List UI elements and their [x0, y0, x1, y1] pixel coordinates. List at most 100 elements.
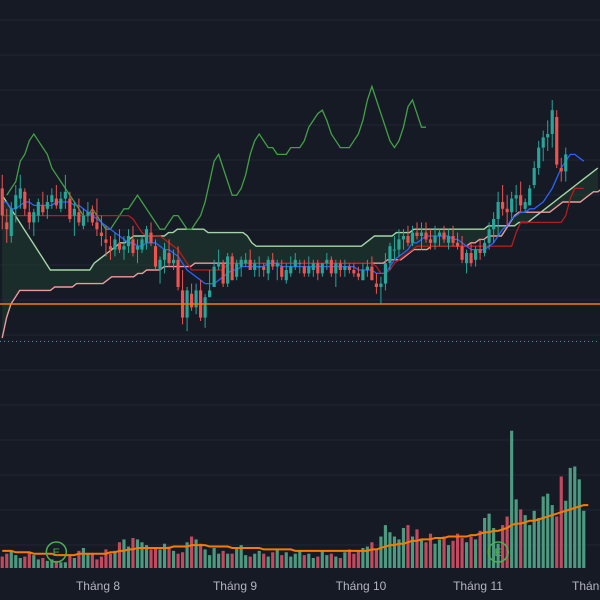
volume-bar: [311, 557, 315, 568]
volume-bar: [54, 560, 58, 568]
volume-bar: [446, 545, 451, 568]
volume-bar: [302, 555, 306, 568]
volume-bar: [492, 527, 496, 568]
candle-body: [455, 242, 460, 247]
volume-bar: [442, 536, 446, 568]
candle-body: [126, 236, 131, 247]
volume-bar: [347, 549, 351, 568]
volume-bar: [90, 553, 94, 568]
candle-body: [162, 249, 167, 260]
candle-body: [117, 242, 122, 250]
volume-bar: [244, 555, 248, 568]
candle-body: [401, 236, 406, 240]
candle-body: [95, 222, 99, 230]
volume-bar: [199, 543, 203, 568]
volume-bar: [577, 479, 581, 568]
volume-bar: [153, 547, 158, 568]
volume-bar: [474, 539, 478, 568]
volume-bar: [117, 542, 122, 568]
volume-bar: [514, 499, 518, 568]
volume-bar: [41, 557, 45, 568]
indicator-lines: [2, 84, 585, 285]
candle-body: [307, 266, 311, 274]
volume-bar: [374, 549, 378, 568]
candle-body: [311, 263, 315, 270]
candle-body: [329, 259, 333, 274]
volume-bar: [293, 553, 297, 568]
x-tick-label: Tháng: [572, 579, 600, 593]
candle-body: [289, 266, 293, 274]
candle-body: [131, 239, 135, 253]
volume-bar: [275, 549, 279, 568]
volume-bar: [460, 537, 464, 568]
candle-body: [352, 270, 356, 274]
volume-bar: [271, 552, 275, 568]
candle-body: [397, 239, 401, 250]
volume-bar: [162, 543, 167, 568]
candle-body: [316, 263, 320, 274]
volume-bar: [239, 545, 243, 568]
candle-body: [564, 154, 568, 172]
candle-body: [496, 202, 500, 219]
candle-body: [415, 232, 419, 236]
candle-body: [171, 259, 176, 264]
candle-body: [27, 212, 31, 223]
volume-bar: [140, 542, 144, 568]
candle-body: [221, 263, 225, 284]
candle-body: [356, 273, 360, 277]
volume-bar: [573, 466, 577, 568]
candle-body: [158, 259, 162, 270]
volume-bar: [415, 529, 419, 568]
volume-bar: [266, 556, 270, 568]
volume-bar: [505, 516, 509, 568]
candle-body: [338, 263, 342, 270]
volume-bar: [122, 539, 126, 568]
volume-bar: [230, 553, 234, 568]
volume-bar: [559, 476, 563, 568]
candle-body: [257, 266, 261, 268]
candle-body: [99, 232, 104, 236]
candlesticks: [0, 100, 568, 332]
volume-bar: [95, 559, 99, 568]
volume-bar: [167, 546, 171, 568]
volume-bar: [483, 517, 487, 568]
volume-bar: [352, 553, 356, 568]
volume-bar: [419, 539, 424, 568]
volume-bar: [519, 509, 523, 568]
volume-bar: [464, 542, 469, 568]
candle-body: [194, 290, 198, 308]
candle-body: [320, 263, 324, 274]
volume-bar: [27, 552, 31, 568]
candle-body: [437, 232, 442, 236]
candle-body: [532, 168, 536, 185]
candle-body: [90, 212, 94, 223]
candle-body: [72, 208, 76, 216]
candle-body: [505, 208, 509, 213]
candle-body: [81, 215, 85, 226]
volume-bar: [568, 467, 572, 568]
candle-body: [108, 246, 113, 250]
volume-bar: [32, 555, 36, 568]
volume-bar: [370, 542, 374, 568]
volume-bar: [546, 493, 550, 568]
candle-body: [361, 270, 365, 281]
volume-bar: [0, 556, 4, 568]
candle-body: [487, 229, 491, 243]
volume-bar: [99, 556, 104, 568]
volume-bar: [307, 553, 311, 568]
candle-body: [230, 256, 234, 281]
candle-body: [514, 195, 518, 199]
event-marker-circle: [45, 541, 68, 563]
volume-bar: [221, 550, 225, 568]
volume-bar: [379, 536, 383, 568]
candle-body: [149, 232, 153, 243]
candle-body: [419, 232, 424, 236]
volume-bar: [361, 547, 365, 568]
candle-body: [424, 232, 428, 240]
candle-body: [54, 198, 58, 206]
candle-body: [559, 168, 563, 172]
volume-bar: [253, 553, 257, 568]
volume-bar: [428, 533, 433, 568]
